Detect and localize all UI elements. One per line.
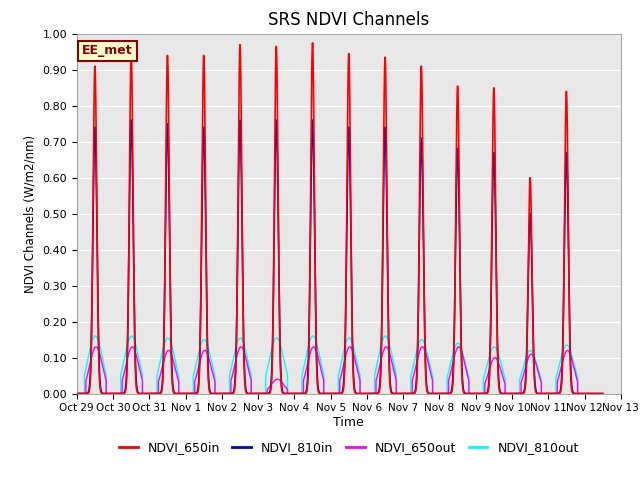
NDVI_810out: [300, 363, 308, 369]
NDVI_650out: [599, 391, 607, 396]
NDVI_650out: [416, 347, 424, 353]
NDVI_810out: [492, 345, 499, 350]
NDVI_650in: [539, 391, 547, 396]
NDVI_810in: [127, 117, 135, 123]
NDVI_650in: [557, 386, 565, 392]
NDVI_810in: [538, 391, 546, 396]
NDVI_650out: [301, 371, 309, 376]
NDVI_810in: [270, 225, 278, 231]
NDVI_810in: [557, 378, 565, 384]
NDVI_650in: [73, 391, 81, 396]
NDVI_650out: [86, 359, 94, 364]
NDVI_810out: [599, 391, 607, 396]
NDVI_650out: [356, 377, 364, 383]
NDVI_650out: [492, 356, 500, 361]
NDVI_650in: [91, 74, 99, 80]
NDVI_650out: [522, 364, 529, 370]
X-axis label: Time: Time: [333, 416, 364, 429]
Legend: NDVI_650in, NDVI_810in, NDVI_650out, NDVI_810out: NDVI_650in, NDVI_810in, NDVI_650out, NDV…: [114, 436, 584, 459]
NDVI_810in: [91, 131, 99, 137]
NDVI_810in: [73, 391, 81, 396]
Text: EE_met: EE_met: [82, 44, 133, 58]
Line: NDVI_810out: NDVI_810out: [77, 336, 603, 394]
NDVI_650in: [495, 387, 503, 393]
NDVI_810out: [415, 340, 423, 346]
Title: SRS NDVI Channels: SRS NDVI Channels: [268, 11, 429, 29]
NDVI_650in: [308, 40, 316, 46]
NDVI_810in: [385, 361, 393, 367]
NDVI_810out: [92, 333, 99, 339]
Y-axis label: NDVI Channels (W/m2/nm): NDVI Channels (W/m2/nm): [24, 134, 36, 293]
NDVI_810in: [495, 380, 503, 385]
NDVI_810out: [520, 360, 528, 366]
NDVI_810out: [86, 349, 93, 355]
NDVI_810out: [356, 372, 364, 378]
Line: NDVI_650out: NDVI_650out: [77, 347, 603, 394]
NDVI_810in: [599, 391, 607, 396]
NDVI_810out: [73, 391, 81, 396]
NDVI_650out: [92, 344, 100, 350]
NDVI_650in: [270, 234, 278, 240]
NDVI_650in: [599, 391, 607, 396]
Line: NDVI_650in: NDVI_650in: [77, 43, 603, 394]
NDVI_650in: [386, 375, 394, 381]
Line: NDVI_810in: NDVI_810in: [77, 120, 603, 394]
NDVI_650out: [73, 391, 81, 396]
